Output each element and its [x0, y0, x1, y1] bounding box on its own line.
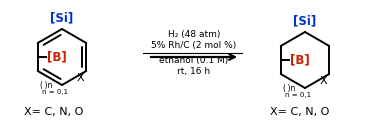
Text: n = 0,1: n = 0,1: [42, 89, 68, 95]
Text: ethanol (0.1 M): ethanol (0.1 M): [160, 56, 229, 65]
Text: H₂ (48 atm): H₂ (48 atm): [168, 30, 220, 39]
Text: [Si]: [Si]: [50, 11, 74, 24]
Text: [B]: [B]: [290, 54, 310, 66]
Text: ( )n: ( )n: [40, 81, 52, 90]
Text: X= C, N, O: X= C, N, O: [270, 107, 330, 117]
Text: X= C, N, O: X= C, N, O: [24, 107, 84, 117]
Text: 5% Rh/C (2 mol %): 5% Rh/C (2 mol %): [151, 41, 237, 50]
Text: n = 0,1: n = 0,1: [285, 92, 311, 98]
Text: [B]: [B]: [47, 50, 67, 64]
Text: rt, 16 h: rt, 16 h: [177, 67, 211, 76]
Text: ( )n: ( )n: [283, 84, 295, 93]
Text: X: X: [77, 73, 84, 83]
Text: X: X: [320, 76, 327, 86]
Text: [Si]: [Si]: [293, 14, 317, 27]
